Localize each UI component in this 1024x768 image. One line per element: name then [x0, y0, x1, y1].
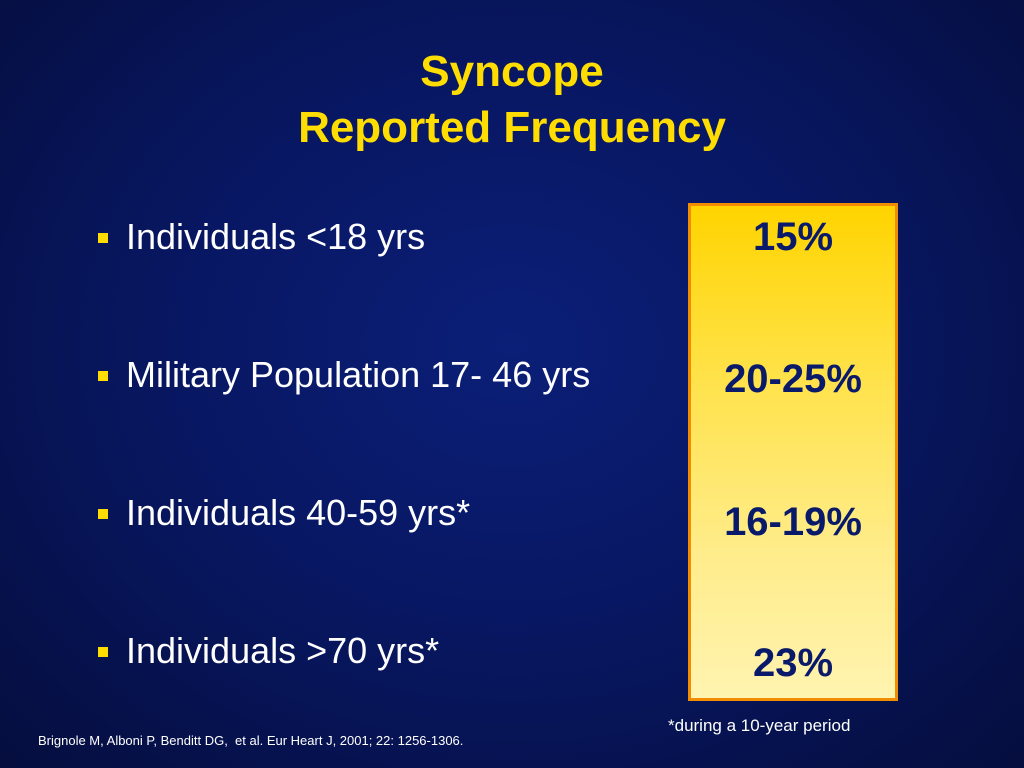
- list-item: Military Population 17- 46 yrs: [98, 354, 590, 396]
- square-bullet-icon: [98, 647, 108, 657]
- list-item: Individuals >70 yrs*: [98, 630, 439, 672]
- frequency-box: 15% 20-25% 16-19% 23%: [688, 203, 898, 701]
- footnote: *during a 10-year period: [668, 716, 851, 735]
- square-bullet-icon: [98, 509, 108, 519]
- slide-title: Syncope Reported Frequency: [0, 44, 1024, 156]
- square-bullet-icon: [98, 371, 108, 381]
- bullet-label: Military Population 17- 46 yrs: [126, 354, 591, 395]
- list-item: Individuals 40-59 yrs*: [98, 492, 470, 534]
- citation: Brignole M, Alboni P, Benditt DG, et al.…: [38, 733, 464, 748]
- frequency-value: 15%: [752, 215, 834, 259]
- frequency-value: 16-19%: [724, 500, 862, 544]
- list-item: Individuals <18 yrs: [98, 216, 425, 258]
- frequency-value: 20-25%: [724, 357, 862, 401]
- bullet-label: Individuals <18 yrs: [126, 216, 426, 257]
- title-line-1: Syncope: [420, 47, 604, 96]
- bullet-list: Individuals <18 yrs Military Population …: [98, 0, 678, 768]
- square-bullet-icon: [98, 233, 108, 243]
- title-line-2: Reported Frequency: [298, 103, 726, 152]
- bullet-label: Individuals >70 yrs*: [126, 630, 440, 671]
- bullet-label: Individuals 40-59 yrs*: [126, 492, 471, 533]
- frequency-value: 23%: [752, 641, 834, 685]
